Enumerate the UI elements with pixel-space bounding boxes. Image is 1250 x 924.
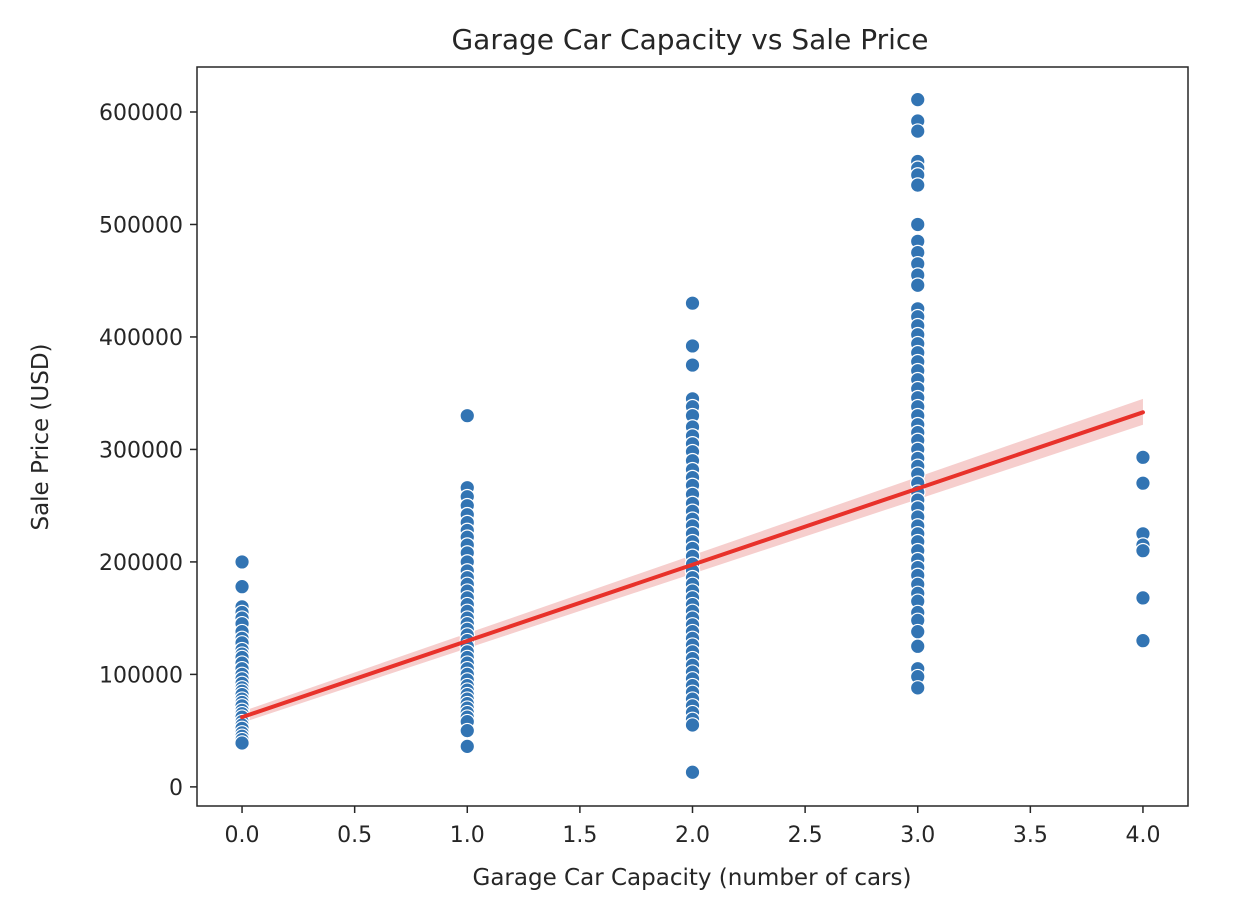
scatter-point (684, 357, 701, 373)
scatter-point (459, 722, 476, 739)
x-tick-label: 2.0 (675, 823, 710, 848)
scatter-point (909, 680, 926, 696)
y-tick-label: 0 (169, 776, 183, 801)
x-tick-label: 2.5 (788, 823, 823, 848)
scatter-point (909, 177, 926, 193)
scatter-point (684, 295, 701, 312)
x-tick-label: 1.5 (562, 823, 597, 848)
scatter-points-layer (234, 91, 1151, 781)
scatter-point (909, 638, 926, 655)
y-axis: 0 100000 200000 300000 400000 500000 600000 (99, 101, 197, 801)
x-tick-label: 4.0 (1125, 823, 1160, 848)
y-axis-label: Sale Price (USD) (28, 343, 54, 530)
scatter-point (684, 764, 701, 781)
regression-line-layer (240, 410, 1145, 720)
x-tick-label: 3.5 (1013, 823, 1048, 848)
scatter-point (459, 738, 476, 755)
scatter-point (909, 216, 926, 233)
scatter-point (909, 277, 926, 294)
x-tick-label: 3.0 (900, 823, 935, 848)
x-tick-label: 1.0 (450, 823, 485, 848)
y-tick-label: 200000 (99, 551, 183, 576)
x-tick-label: 0.5 (337, 823, 372, 848)
y-tick-label: 100000 (99, 663, 183, 688)
scatter-point (1135, 542, 1151, 559)
y-tick-label: 300000 (99, 438, 183, 463)
regression-line (240, 410, 1145, 720)
y-tick-label: 600000 (99, 101, 183, 126)
scatter-point (234, 735, 250, 751)
x-tick-label: 0.0 (225, 823, 260, 848)
scatter-point (909, 91, 926, 108)
scatter-point (684, 717, 701, 733)
y-tick-label: 400000 (99, 326, 183, 351)
scatter-point (909, 623, 926, 640)
y-tick-label: 500000 (99, 213, 183, 238)
scatter-point (1135, 632, 1151, 649)
chart-title: Garage Car Capacity vs Sale Price (451, 23, 928, 56)
scatter-point (909, 123, 926, 139)
scatter-point (459, 407, 476, 424)
scatter-point (1135, 449, 1151, 466)
scatter-point (1135, 475, 1151, 491)
scatter-point (684, 338, 701, 354)
scatter-point (1135, 590, 1151, 606)
x-axis-label: Garage Car Capacity (number of cars) (473, 865, 912, 891)
scatter-point (234, 554, 250, 570)
scatter-point (234, 578, 250, 595)
x-axis: 0.0 0.5 1.0 1.5 2.0 2.5 3.0 3.5 4.0 (225, 806, 1160, 848)
